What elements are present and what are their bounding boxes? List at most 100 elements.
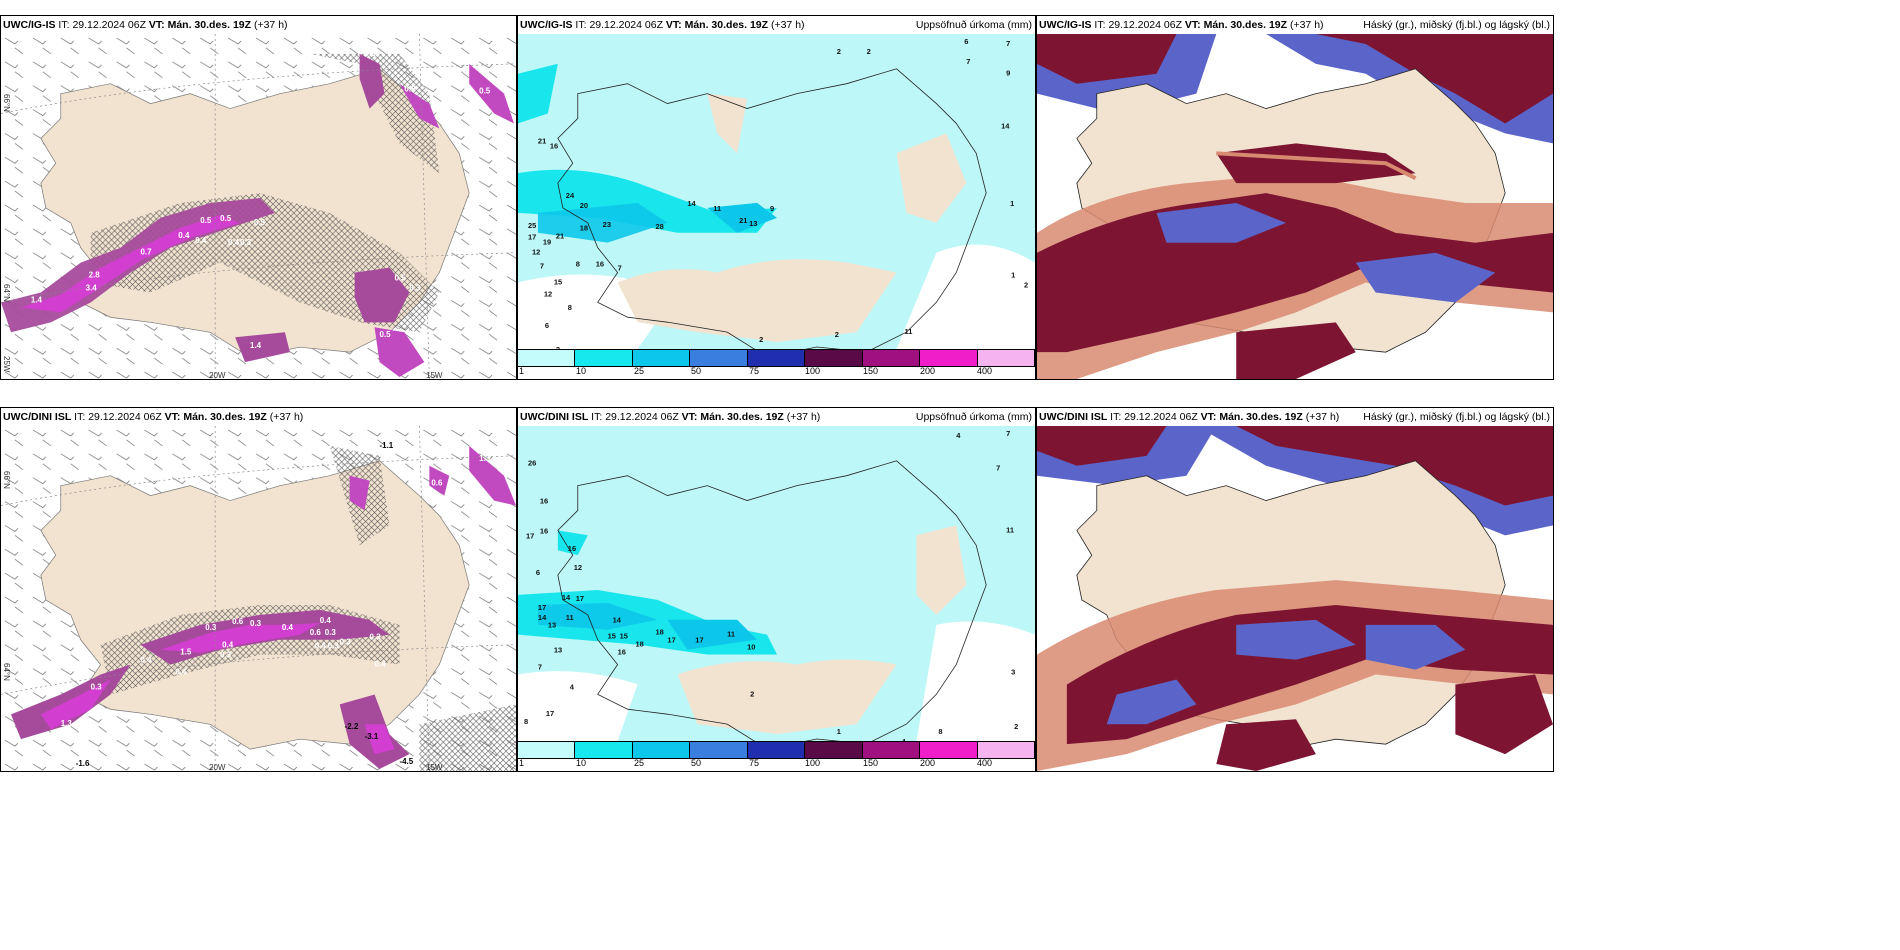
svg-text:14: 14: [538, 613, 547, 622]
svg-text:1.4: 1.4: [250, 341, 262, 350]
svg-text:4: 4: [570, 682, 575, 691]
svg-text:16: 16: [540, 526, 548, 535]
wind-map-panel-bottom: UWC/DINI ISL IT: 29.12.2024 06Z VT: Mán.…: [0, 407, 517, 772]
model-name: UWC/IG-IS: [3, 19, 56, 31]
svg-text:19: 19: [543, 238, 551, 247]
svg-text:1.5: 1.5: [180, 648, 192, 657]
legend-label: 400: [977, 758, 993, 768]
iceland-land-precip: [617, 259, 897, 343]
svg-text:15: 15: [554, 277, 562, 286]
svg-text:8: 8: [938, 727, 942, 736]
svg-text:0.3: 0.3: [91, 682, 103, 691]
svg-text:17: 17: [546, 709, 554, 718]
precip-map[interactable]: 21 16 24 20 25 17 19 21 12 7 18 23 28 14 11 21 1…: [518, 34, 1035, 349]
valid-time: Mán. 30.des. 19Z: [1203, 19, 1288, 31]
svg-text:0.6: 0.6: [232, 617, 244, 626]
svg-text:0.3: 0.3: [409, 284, 421, 293]
svg-text:2: 2: [1024, 280, 1028, 289]
precip-title: Uppsöfnuð úrkoma (mm): [915, 411, 1032, 423]
model-name: UWC/DINI ISL: [1039, 411, 1108, 423]
svg-text:0.5: 0.5: [254, 218, 266, 227]
svg-text:-2.2: -2.2: [345, 722, 359, 731]
panel-header: UWC/DINI ISL IT: 29.12.2024 06Z VT: Mán.…: [3, 411, 304, 423]
svg-text:0.3: 0.3: [370, 633, 382, 642]
svg-text:1: 1: [837, 727, 841, 736]
svg-text:0.3: 0.3: [205, 623, 217, 632]
svg-text:0.5: 0.5: [380, 330, 392, 339]
svg-text:7: 7: [1006, 429, 1010, 438]
wind-map[interactable]: 0.3 0.6 0.3 0.4 0.4 0.6 0.3 0.3 1.5 0.4 0.3 0.…: [1, 426, 516, 771]
svg-text:0.3: 0.3: [240, 238, 252, 247]
wind-map[interactable]: 0.5 0.5 0.5 0.4 0.4 0.4 0.3 0.7 2.8 3.4 …: [1, 34, 516, 379]
cloud-map[interactable]: [1037, 34, 1553, 379]
svg-text:12: 12: [532, 248, 540, 257]
svg-text:0.8: 0.8: [404, 85, 416, 94]
svg-text:0.6: 0.6: [310, 628, 322, 637]
svg-text:14: 14: [1001, 121, 1010, 130]
legend-label: 200: [920, 366, 936, 376]
precip-map[interactable]: 26 16 16 17 16 12 6 14 17 17 14 13 11 14 15 15 1…: [518, 426, 1035, 741]
panel-header: UWC/DINI ISL IT: 29.12.2024 06Z VT: Mán.…: [1037, 408, 1553, 426]
svg-text:7: 7: [966, 57, 970, 66]
wind-map-svg: 0.5 0.5 0.5 0.4 0.4 0.4 0.3 0.7 2.8 3.4 …: [1, 34, 516, 379]
svg-text:14: 14: [562, 593, 571, 602]
svg-text:16: 16: [596, 260, 604, 269]
valid-time: Mán. 30.des. 19Z: [684, 19, 769, 31]
legend-label: 400: [977, 366, 993, 376]
svg-text:18: 18: [580, 224, 588, 233]
lon-label-15: 15W: [426, 371, 443, 380]
wind-map-panel-top: UWC/IG-IS IT: 29.12.2024 06Z VT: Mán. 30…: [0, 15, 517, 380]
lead-time: (+37 h): [770, 19, 805, 31]
legend-label: 10: [576, 366, 587, 376]
svg-text:0.4: 0.4: [178, 231, 190, 240]
svg-text:25: 25: [528, 221, 536, 230]
svg-text:0.3: 0.3: [340, 638, 352, 647]
svg-text:0.5: 0.5: [200, 216, 212, 225]
svg-text:8: 8: [576, 260, 580, 269]
precip-legend: 1 10 25 50 75 100 150 200 400: [518, 741, 1035, 771]
svg-text:11: 11: [713, 204, 721, 213]
svg-text:16: 16: [618, 648, 626, 657]
lon-label-15: 15W: [426, 763, 443, 772]
svg-text:2.8: 2.8: [89, 271, 101, 280]
cloud-map-panel-bottom: UWC/DINI ISL IT: 29.12.2024 06Z VT: Mán.…: [1036, 407, 1554, 772]
legend-label: 25: [634, 366, 645, 376]
iceland-landmass: [40, 460, 470, 750]
svg-text:17: 17: [695, 636, 703, 645]
svg-text:0.4: 0.4: [375, 660, 387, 669]
cloud-map[interactable]: [1037, 426, 1553, 771]
svg-text:9: 9: [770, 204, 774, 213]
svg-text:0.5: 0.5: [220, 214, 232, 223]
svg-text:13: 13: [554, 646, 562, 655]
svg-text:8: 8: [524, 717, 528, 726]
svg-text:0.5: 0.5: [365, 49, 377, 58]
wind-map-svg: 0.30.6 0.3 0.4 0.40.6 0.30.3 1.50.4 0.30.…: [1, 426, 516, 771]
svg-text:14: 14: [613, 616, 622, 625]
svg-text:0.5: 0.5: [394, 274, 406, 283]
svg-text:-4.5: -4.5: [399, 757, 413, 766]
valid-time: Mán. 30.des. 19Z: [1219, 411, 1303, 423]
svg-text:-1.6: -1.6: [76, 759, 90, 768]
svg-text:21: 21: [739, 216, 747, 225]
svg-text:0.4: 0.4: [228, 238, 240, 247]
svg-text:3.4: 3.4: [86, 284, 98, 293]
svg-text:6: 6: [536, 568, 540, 577]
initial-time: 29.12.2024 06Z: [605, 411, 679, 423]
svg-text:11: 11: [727, 630, 735, 639]
legend-label: 150: [863, 366, 879, 376]
svg-text:0.3: 0.3: [328, 642, 340, 651]
svg-text:0.4: 0.4: [315, 642, 327, 651]
lon-label-20: 20W: [209, 371, 226, 380]
wind-value-labels: 0.5 0.5 0.5 0.4 0.4 0.4 0.3 0.7 2.8 3.4 …: [31, 49, 491, 350]
svg-text:1.4: 1.4: [31, 295, 43, 304]
svg-text:23: 23: [603, 220, 611, 229]
svg-text:2: 2: [750, 689, 754, 698]
lead-time: (+37 h): [1305, 411, 1340, 423]
legend-bar: [518, 349, 1035, 367]
svg-text:16: 16: [568, 544, 576, 553]
svg-text:1.3: 1.3: [61, 719, 73, 728]
svg-text:1.3: 1.3: [479, 454, 491, 463]
legend-label: 100: [805, 758, 821, 768]
svg-text:7: 7: [1006, 39, 1010, 48]
svg-text:0.4: 0.4: [320, 616, 332, 625]
